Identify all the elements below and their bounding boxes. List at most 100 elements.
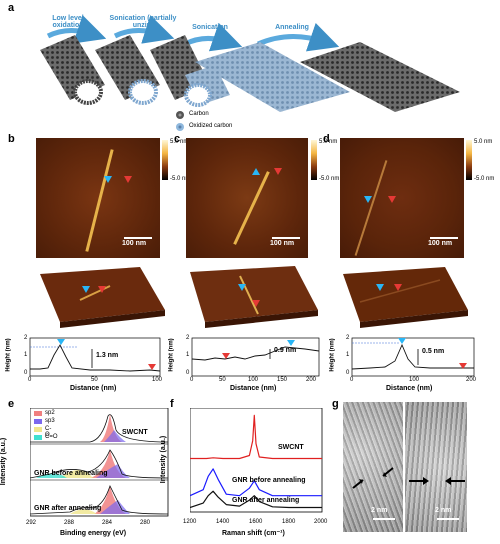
tem-scale-label-1: 2 nm	[371, 507, 388, 514]
xtick: 0	[190, 377, 194, 383]
colorbar-top-b: 5.0 nm	[170, 139, 189, 145]
xps-xtick: 280	[140, 520, 151, 526]
marker-blue-icon	[104, 176, 112, 183]
xtick: 150	[277, 377, 288, 383]
marker-blue-icon	[287, 340, 295, 346]
xps-xtick: 288	[64, 520, 75, 526]
profile-ylabel-c: Height (nm)	[168, 338, 175, 372]
marker-blue-icon	[252, 168, 260, 175]
colorbar-bottom-b: -5.0 nm	[170, 176, 191, 182]
ribbon-annealed	[300, 42, 460, 112]
colorbar-top-c: 5.0 nm	[319, 139, 338, 145]
xtick: 0	[350, 377, 354, 383]
tem-image-2: 2 nm	[405, 402, 467, 532]
raman-xtick: 1600	[249, 519, 263, 525]
afm-image-b: 100 nm	[36, 138, 160, 258]
marker-blue-icon	[398, 338, 406, 344]
colorbar-b	[162, 140, 168, 180]
ytick: 2	[346, 335, 350, 341]
raman-trace-label-0: SWCNT	[278, 444, 304, 451]
marker-red-icon	[388, 196, 396, 203]
raman-xtick: 1400	[216, 519, 230, 525]
panel-label-c: c	[174, 133, 181, 145]
profile-xlabel-d: Distance (nm)	[386, 385, 433, 392]
height-value-b: 1.3 nm	[96, 352, 119, 359]
marker-blue-icon	[82, 286, 90, 293]
profile-plot-b	[29, 337, 161, 377]
raman-xlabel: Raman shift (cm⁻¹)	[222, 530, 285, 537]
ytick: 0	[24, 370, 28, 376]
panel-label-d: d	[323, 133, 330, 145]
schematic-diagram	[40, 15, 460, 112]
colorbar-bottom-d: -5.0 nm	[474, 176, 495, 182]
scale-bar-label-b: 100 nm	[122, 240, 147, 247]
marker-red-icon	[274, 168, 282, 175]
marker-red-icon	[394, 284, 402, 291]
raman-xtick: 1200	[183, 519, 197, 525]
scale-bar-c	[272, 237, 300, 239]
marker-red-icon	[252, 300, 260, 307]
panel-label-g: g	[332, 398, 339, 410]
arrow-3	[183, 22, 243, 52]
height-value-c: 0.9 nm	[274, 347, 297, 354]
legend-oxidized-label: Oxidized carbon	[189, 123, 233, 129]
ribbon-oxidized	[195, 42, 350, 112]
raman-ylabel: Intensity (a.u.)	[160, 435, 168, 484]
afm-3d-c	[190, 266, 318, 322]
arrow-1	[46, 15, 107, 44]
xps-xtick: 292	[26, 520, 37, 526]
profile-ylabel-d: Height (nm)	[329, 338, 336, 372]
afm-3d-b	[40, 267, 165, 322]
profile-xlabel-b: Distance (nm)	[70, 385, 117, 392]
tem-scale-bar-2	[437, 518, 459, 520]
scale-bar-label-d: 100 nm	[428, 240, 453, 247]
marker-red-icon	[124, 176, 132, 183]
step-label-1: Low level oxidation	[52, 15, 84, 29]
panel-label-e: e	[8, 398, 15, 410]
ytick: 2	[24, 335, 28, 341]
oxidized-carbon-icon	[176, 123, 184, 131]
xps-trace-label-2: GNR after annealing	[34, 505, 102, 512]
marker-red-icon	[459, 363, 467, 369]
afm-3d-views	[40, 266, 468, 328]
marker-blue-icon	[238, 284, 246, 291]
xtick: 50	[219, 377, 226, 383]
xps-chart	[30, 408, 169, 517]
colorbar-d	[466, 140, 472, 180]
panel-label-f: f	[170, 398, 174, 410]
afm-image-c: 100 nm	[186, 138, 308, 258]
ytick: 0	[186, 370, 190, 376]
xtick: 100	[248, 377, 259, 383]
marker-blue-icon	[57, 339, 65, 345]
nanoribbon-d	[354, 160, 388, 256]
scale-bar-d	[430, 237, 458, 239]
ytick: 1	[346, 352, 350, 358]
tem-scale-label-2: 2 nm	[435, 507, 452, 514]
marker-red-icon	[98, 286, 106, 293]
arrow-2	[113, 15, 175, 44]
raman-trace-label-2: GNR after annealing	[232, 497, 300, 504]
nanoribbon-c	[233, 171, 270, 245]
marker-red-icon	[148, 364, 156, 370]
tem-image-1: 2 nm	[343, 402, 403, 532]
scale-bar-label-c: 100 nm	[270, 240, 295, 247]
panel-label-b: b	[8, 133, 15, 145]
profile-xlabel-c: Distance (nm)	[230, 385, 277, 392]
colorbar-top-d: 5.0 nm	[474, 139, 493, 145]
xtick: 100	[152, 377, 163, 383]
xtick: 50	[91, 377, 98, 383]
ytick: 0	[346, 370, 350, 376]
height-value-d: 0.5 nm	[422, 348, 445, 355]
nanoribbon-b	[85, 149, 114, 252]
raman-series-line	[190, 414, 322, 460]
ytick: 1	[24, 352, 28, 358]
raman-series-line	[190, 468, 322, 497]
arrow-4	[256, 22, 340, 52]
xps-ylabel: Intensity (a.u.)	[0, 437, 8, 486]
colorbar-bottom-c: -5.0 nm	[319, 176, 340, 182]
tem-scale-bar-1	[373, 518, 395, 520]
profile-ylabel-b: Height (nm)	[5, 338, 12, 372]
legend-carbon-label: Carbon	[189, 111, 209, 117]
profile-plot-d	[351, 337, 475, 377]
raman-chart	[190, 408, 323, 513]
